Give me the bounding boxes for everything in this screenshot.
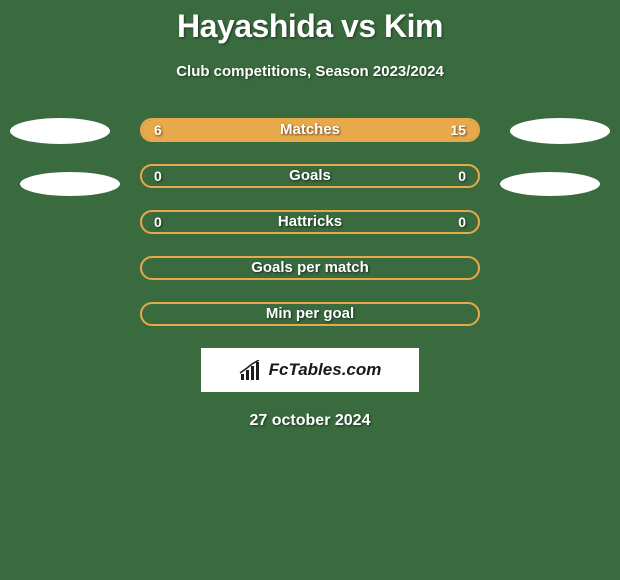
stat-bars-container: 6 Matches 15 0 Goals 0 0 Hattricks 0 [140, 118, 480, 326]
stat-row-goals-per-match: Goals per match [140, 256, 480, 280]
stat-value-right: 15 [450, 120, 466, 140]
stat-row-min-per-goal: Min per goal [140, 302, 480, 326]
logo-content: FcTables.com [239, 360, 382, 380]
stats-area: 6 Matches 15 0 Goals 0 0 Hattricks 0 [0, 118, 620, 430]
logo-text: FcTables.com [269, 360, 382, 380]
stat-value-right: 0 [458, 166, 466, 186]
logo-box: FcTables.com [201, 348, 419, 392]
stat-label: Goals [142, 166, 478, 186]
player-badge-right-1 [510, 118, 610, 144]
stat-label: Min per goal [142, 304, 478, 324]
stat-row-hattricks: 0 Hattricks 0 [140, 210, 480, 234]
player-badge-left-1 [10, 118, 110, 144]
stat-label: Goals per match [142, 258, 478, 278]
stat-row-matches: 6 Matches 15 [140, 118, 480, 142]
stat-row-goals: 0 Goals 0 [140, 164, 480, 188]
stat-value-right: 0 [458, 212, 466, 232]
footer-date: 27 october 2024 [0, 412, 620, 430]
main-container: Hayashida vs Kim Club competitions, Seas… [0, 0, 620, 430]
stat-label: Hattricks [142, 212, 478, 232]
stat-label: Matches [142, 120, 478, 140]
page-subtitle: Club competitions, Season 2023/2024 [0, 63, 620, 80]
player-badge-right-2 [500, 172, 600, 196]
page-title: Hayashida vs Kim [0, 8, 620, 45]
player-badge-left-2 [20, 172, 120, 196]
chart-icon [239, 360, 263, 380]
